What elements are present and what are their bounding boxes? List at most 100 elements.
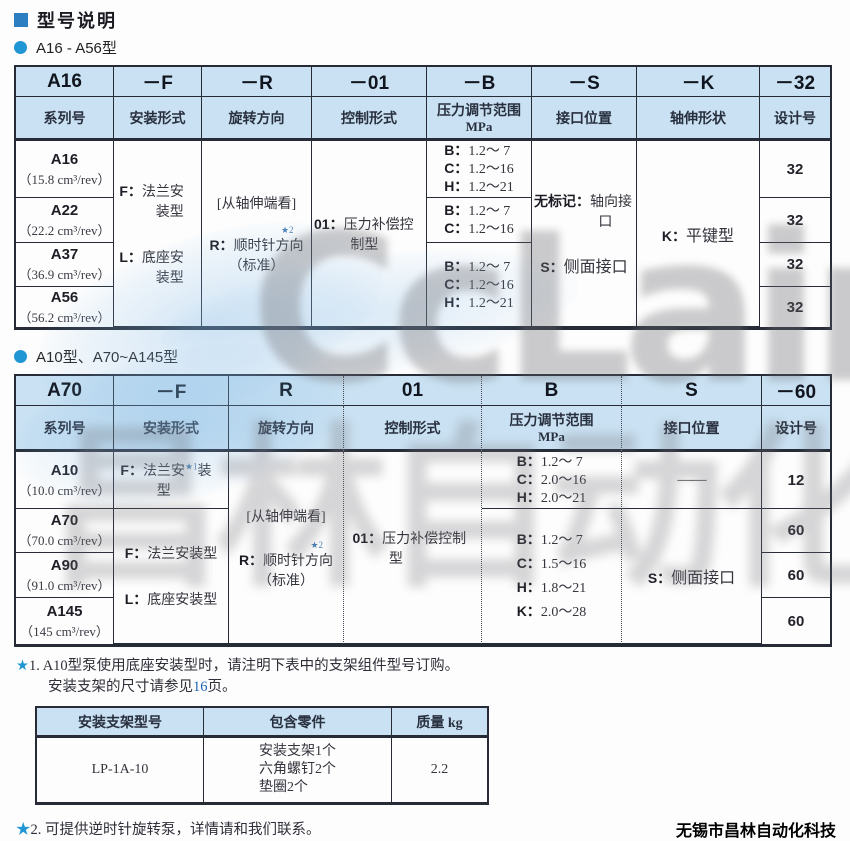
t1-design-a37: 32 [760,243,830,287]
section-1-row: A16 - A56型 [14,37,836,57]
model-code-table-a16-a56: A16 －F －R －01 －B －S －K －32 系列号 安装形式 旋转方向… [14,65,832,330]
t2-code-design: －60 [762,376,830,406]
footnote-2-text: 可提供逆时针旋转泵，详情请和我们联系。 [45,822,321,838]
t1-series-a16: A16 （15.8 cm³/rev） [16,141,114,198]
t2-pressure-a10: B：1.2～ 7 C：2.0～16 H：2.0～21 [482,452,622,509]
mounting-bracket-table: 安装支架型号 包含零件 质量 kg LP-1A-10 安装支架1个 六角螺钉2个… [35,706,489,805]
t1-control-cell: 01：压力补偿控制型 [312,141,427,327]
model-code-table-a10-a145: A70 －F R 01 B S －60 系列号 安装形式 旋转方向 控制形式 压… [14,374,832,647]
t1-port-side: S：侧面接口 [540,258,628,276]
t2-mounting-rest: F：法兰安装型 L：底座安装型 [114,509,229,644]
t1-code-pressure: －B [427,67,532,97]
bottom-row: ★2. 可提供逆时针旋转泵，详情请和我们联系。 无锡市昌林自动化科技 [14,817,836,841]
t1-row-a22: A22 （22.2 cm³/rev） B：1.2～ 7 C：1.2～16 32 [16,198,830,243]
t1-code-control: －01 [312,67,427,97]
t1-shaft-key: K：平键型 [661,227,735,245]
t1-rotation-view-note: [从轴伸端看] [216,196,297,212]
t1-code-design: －32 [760,67,830,97]
t2-head-rotation: 旋转方向 [229,406,344,452]
t2-head-series: 系列号 [16,406,114,452]
t2-row-a70: A70 （70.0 cm³/rev） F：法兰安装型 L：底座安装型 B：1.2… [16,509,830,644]
section-2-label: A10型、A70~A145型 [36,348,179,366]
t1-row-a37: A37 （36.9 cm³/rev） B：1.2～ 7 C：1.2～16 H：1… [16,243,830,327]
t1-head-series: 系列号 [16,97,114,141]
t1-pressure-a37-a56: B：1.2～ 7 C：1.2～16 H：1.2～21 [427,243,532,327]
t2-series-a90: A90 （91.0 cm³/rev） [16,553,114,598]
t2-control-type: 01：压力补偿控制型 [352,529,467,567]
section-1-label: A16 - A56型 [36,39,117,57]
t2-code-header-row: A70 －F R 01 B S －60 [16,376,830,406]
t2-rotation-view-note: [从轴伸端看] [246,509,326,525]
t2-row-a10: A10 （10.0 cm³/rev） F：法兰安★1装型 [从轴伸端看] ★2 … [16,452,830,644]
t1-rotation-footnote-mark: ★2 [280,224,294,235]
t2-head-pressure: 压力调节范围 MPa [482,406,622,452]
page-16-link[interactable]: 16 [193,679,208,695]
bracket-table-data-row: LP-1A-10 安装支架1个 六角螺钉2个 垫圈2个 2.2 [37,738,487,802]
t1-series-a56: A56 （56.2 cm³/rev） [16,287,114,327]
t2-mount-flange: F：法兰安装型 [124,545,218,562]
t2-code-mounting: －F [114,376,229,406]
t1-row-a16: A16 （15.8 cm³/rev） F：法兰安装型 L：底座安装型 [从轴伸端… [16,141,830,327]
t1-code-shaft: －K [637,67,760,97]
t1-design-a56: 32 [786,298,804,316]
bt-weight: 2.2 [430,762,449,777]
t2-control-cell: 01：压力补偿控制型 [344,452,482,644]
page-title: 型号说明 [37,11,117,31]
t2-head-design: 设计号 [762,406,830,452]
t1-code-series: A16 [16,67,114,97]
t1-head-pressure: 压力调节范围 MPa [427,97,532,141]
t2-design-a70: 60 [762,509,830,553]
blue-circle-bullet-icon [14,349,27,363]
t1-label-header-row: 系列号 安装形式 旋转方向 控制形式 压力调节范围 MPa 接口位置 轴伸形状 设… [16,97,830,141]
page-title-row: 型号说明 [14,8,836,32]
t2-series-a10: A10 （10.0 cm³/rev） [16,452,114,509]
t2-mounting-a10: F：法兰安★1装型 [114,452,229,509]
bt-parts: 安装支架1个 六角螺钉2个 垫圈2个 [204,738,392,802]
star-icon: ★ [16,822,31,838]
t2-row-a145: A145 （145 cm³/rev） 60 [16,598,830,644]
t1-mounting-cell: F：法兰安装型 L：底座安装型 [114,141,202,327]
t2-series-a70: A70 （70.0 cm³/rev） [16,509,114,553]
bt-head-weight: 质量 kg [392,708,487,738]
t1-head-mounting: 安装形式 [114,97,202,141]
t1-code-port: －S [532,67,637,97]
t2-head-port: 接口位置 [622,406,762,452]
t1-rotation-cell: [从轴伸端看] ★2 R：顺时针方向 （标准） [202,141,312,327]
t1-code-mounting: －F [114,67,202,97]
t2-rotation-cell: [从轴伸端看] ★2 R：顺时针方向 （标准） [229,452,344,644]
t2-port-a10: —— [622,452,762,509]
blue-circle-bullet-icon [14,40,27,54]
bt-model: LP-1A-10 [37,738,204,802]
t1-head-shaft: 轴伸形状 [637,97,760,141]
t2-head-mounting: 安装形式 [114,406,229,452]
t2-rotation-cw: ★2 R：顺时针方向 （标准） [238,539,334,589]
t2-head-pressure-unit: MPa [538,429,565,444]
t1-head-pressure-unit: MPa [465,119,493,134]
bt-head-model: 安装支架型号 [37,708,204,738]
t1-head-rotation: 旋转方向 [202,97,312,141]
t2-head-control: 控制形式 [344,406,482,452]
t1-design-a22: 32 [760,198,830,243]
t2-mount-base: L：底座安装型 [124,591,218,608]
t2-pressure-rest: B：1.2～ 7 C：1.5～16 H：1.8～21 K：2.0～28 [482,509,622,644]
t1-mount-base: L：底座安装型 [119,248,184,286]
blue-square-bullet-icon [14,13,28,27]
t1-row-a56: A56 （56.2 cm³/rev） 32 [16,287,830,327]
t1-head-design: 设计号 [760,97,830,141]
t1-series-a22: A22 （22.2 cm³/rev） [16,198,114,243]
t1-pressure-a22: B：1.2～ 7 C：1.2～16 [427,198,532,243]
t1-head-port: 接口位置 [532,97,637,141]
t1-shaft-cell: K：平键型 [637,141,760,327]
t2-design-a10: 12 [762,452,830,509]
t2-code-pressure: B [482,376,622,406]
t2-port-side: S：侧面接口 [622,509,762,644]
t2-code-port: S [622,376,762,406]
footnote-2: ★2. 可提供逆时针旋转泵，详情请和我们联系。 [16,822,321,838]
t2-design-a90: 60 [762,553,830,598]
footnote-1-text: A10型泵使用底座安装型时，请注明下表中的支架组件型号订购。 [42,658,460,674]
star-icon: ★ [16,658,29,674]
t2-code-rotation: R [229,376,344,406]
t1-rotation-cw: ★2 R：顺时针方向 （标准） [209,224,304,274]
t2-code-series: A70 [16,376,114,406]
